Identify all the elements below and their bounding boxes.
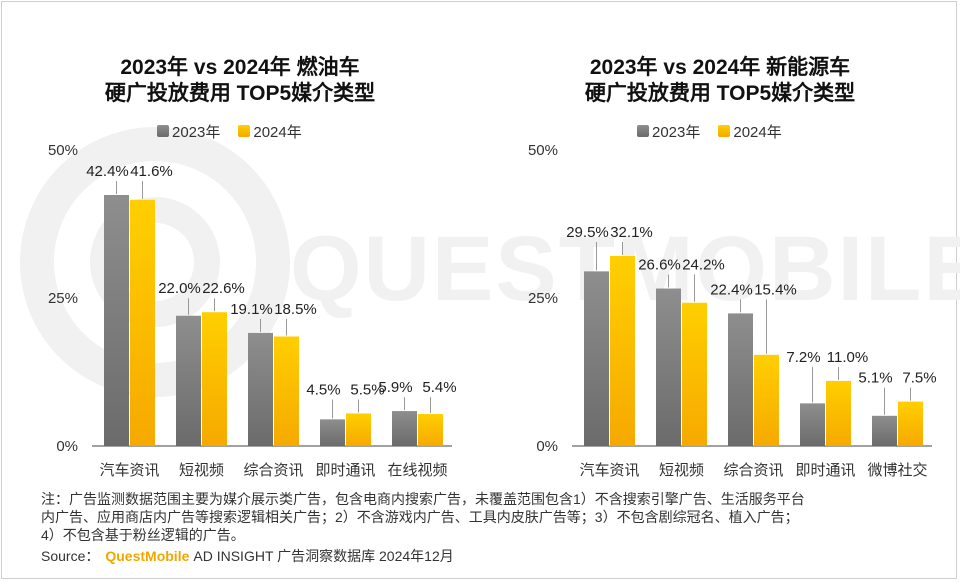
source-text: AD INSIGHT 广告洞察数据库 2024年12月 (193, 548, 454, 564)
bar-2023 (584, 271, 609, 446)
legend-item-2024: 2024年 (238, 121, 302, 142)
data-label-2023: 22.4% (710, 281, 753, 298)
bar-2023 (872, 415, 897, 446)
bar-2024 (682, 302, 707, 446)
legend-swatch-2023 (637, 125, 649, 137)
bar-2023 (656, 288, 681, 446)
source-label: Source： (41, 548, 100, 564)
legend-label-2023: 2023年 (652, 123, 701, 141)
y-tick-label: 50% (528, 142, 558, 159)
bar-2024 (202, 312, 227, 446)
data-label-2023: 26.6% (638, 257, 681, 274)
x-category-label: 在线视频 (387, 462, 447, 479)
data-label-2023: 42.4% (86, 163, 129, 180)
data-label-2024: 7.5% (902, 370, 936, 387)
legend-swatch-2024 (238, 125, 251, 137)
x-category-label: 即时通讯 (315, 462, 375, 479)
legend-swatch-2023 (157, 125, 169, 137)
y-tick-label: 0% (536, 438, 558, 455)
data-label-2024: 32.1% (610, 224, 653, 241)
data-label-2023: 4.5% (306, 381, 340, 398)
bar-2024 (418, 414, 443, 446)
chart-title-line2: 硬广投放费用 TOP5媒介类型 (584, 82, 856, 105)
bar-2023 (176, 315, 201, 446)
bar-2023 (320, 419, 345, 446)
bar-2024 (274, 336, 299, 446)
legend-item-2024: 2024年 (718, 121, 782, 142)
bar-2023 (248, 332, 273, 446)
bar-2024 (826, 380, 851, 446)
data-label-2023: 19.1% (230, 301, 273, 318)
x-category-label: 汽车资讯 (579, 462, 639, 479)
data-label-2024: 15.4% (754, 281, 797, 298)
x-category-label: 汽车资讯 (99, 462, 159, 479)
bar-2024 (898, 401, 923, 446)
footnote-line: 注：广告监测数据范围主要为媒介展示类广告，包含电商内搜索广告，未覆盖范围包含1）… (41, 491, 805, 507)
x-category-label: 即时通讯 (795, 462, 855, 479)
legend-item-2023: 2023年 (157, 121, 220, 142)
chart-legend: 2023年 2024年 (637, 121, 800, 141)
bar-2024 (346, 413, 371, 446)
data-label-2024: 5.4% (422, 379, 456, 396)
bar-2024 (130, 199, 155, 446)
chart-title-line2: 硬广投放费用 TOP5媒介类型 (104, 82, 376, 105)
y-tick-label: 25% (528, 290, 558, 307)
x-category-label: 短视频 (179, 462, 224, 479)
footnote: 注：广告监测数据范围主要为媒介展示类广告，包含电商内搜索广告，未覆盖范围包含1）… (41, 490, 931, 544)
data-label-2023: 29.5% (566, 224, 609, 241)
data-label-2023: 5.9% (378, 379, 412, 396)
data-label-2024: 24.2% (682, 257, 725, 274)
chart-legend: 2023年 2024年 (157, 121, 320, 141)
legend-label-2023: 2023年 (172, 123, 221, 141)
data-label-2023: 5.1% (858, 370, 892, 387)
data-label-2024: 5.5% (350, 381, 384, 398)
bar-2023 (104, 194, 129, 446)
x-category-label: 短视频 (659, 462, 704, 479)
bar-2023 (728, 313, 753, 446)
data-label-2024: 11.0% (827, 349, 868, 366)
source-line: Source： QuestMobile AD INSIGHT 广告洞察数据库 2… (41, 546, 454, 566)
bar-2024 (610, 255, 635, 446)
legend-item-2023: 2023年 (637, 121, 700, 142)
data-label-2024: 41.6% (130, 163, 173, 180)
bar-2023 (800, 403, 825, 446)
legend-label-2024: 2024年 (253, 123, 302, 141)
chart-new-energy-vehicles: 2023年 vs 2024年 新能源车 硬广投放费用 TOP5媒介类型 2023… (480, 0, 960, 480)
legend-label-2024: 2024年 (733, 123, 782, 141)
y-tick-label: 25% (48, 290, 78, 307)
data-label-2023: 7.2% (786, 349, 820, 366)
bar-2024 (754, 354, 779, 446)
bar-2023 (392, 411, 417, 446)
y-tick-label: 50% (48, 142, 78, 159)
data-label-2024: 18.5% (274, 301, 317, 318)
chart-title-line1: 2023年 vs 2024年 燃油车 (120, 56, 360, 79)
footnote-line: 内广告、应用商店内广告等搜索逻辑相关广告；2）不含游戏内广告、工具内皮肤广告等；… (41, 509, 799, 525)
data-label-2023: 22.0% (158, 280, 201, 297)
source-brand: QuestMobile (105, 548, 190, 564)
chart-title-line1: 2023年 vs 2024年 新能源车 (589, 56, 851, 79)
y-tick-label: 0% (56, 438, 78, 455)
x-category-label: 综合资讯 (723, 462, 783, 479)
x-category-label: 综合资讯 (243, 462, 303, 479)
bar-plot-new-energy: 0% 25% 50% 汽车资讯 短视频 综合资讯 即时通讯 微博社交 29.5% 32.1% 26.… (528, 142, 937, 479)
data-label-2024: 22.6% (202, 280, 245, 297)
chart-fuel-vehicles: 2023年 vs 2024年 燃油车 硬广投放费用 TOP5媒介类型 2023年… (0, 0, 480, 480)
bar-plot-fuel: 0% 25% 50% 汽车资讯 短视频 综合资讯 即时通讯 在线视频 42.4% 41.6% 22.… (48, 142, 457, 479)
x-category-label: 微博社交 (867, 461, 927, 479)
footnote-line: 4）不包含基于粉丝逻辑的广告。 (41, 527, 245, 543)
legend-swatch-2024 (718, 125, 731, 137)
